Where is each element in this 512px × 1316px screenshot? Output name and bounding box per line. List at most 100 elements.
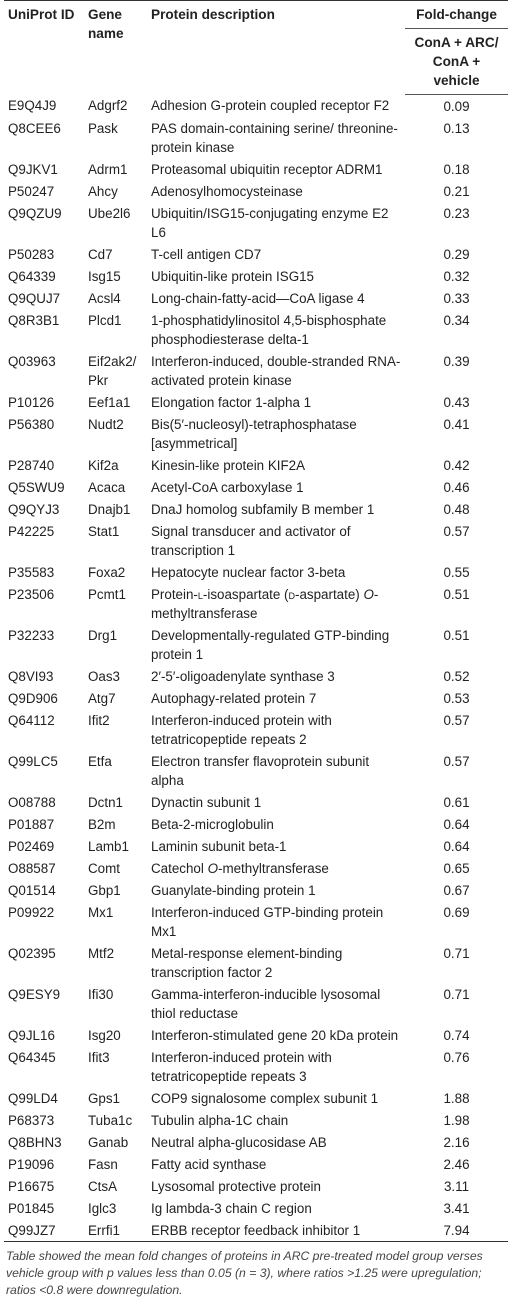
fold-change-cell: 0.13 [443,120,470,136]
gene-name-cell: Errfi1 [84,1219,147,1242]
uniprot-id-cell: P02469 [8,838,55,854]
fold-change-cell: 3.11 [443,1178,470,1194]
description-part: O [207,860,218,876]
table-row: P50283 Cd7 T-cell antigen CD7 0.29 [4,243,508,265]
gene-name-cell: Eef1a1 [88,394,131,410]
uniprot-id-cell: P19096 [8,1156,55,1172]
protein-description-cell: Interferon-induced protein with tetratri… [151,712,332,747]
fold-change-cell: 0.71 [443,945,470,961]
header-gene-name: Gene name [84,0,147,95]
table-row: Q8BHN3 Ganab Neutral alpha-glucosidase AB 2… [4,1131,508,1153]
fold-change-cell: 0.57 [443,712,470,728]
uniprot-id-cell: E9Q4J9 [8,98,57,113]
fold-change-cell: 1.88 [443,1090,470,1106]
gene-name-cell: Lamb1 [88,838,129,854]
table-row: P01845 Iglc3 Ig lambda-3 chain C region 3.4… [4,1197,508,1219]
uniprot-id-cell: P68373 [8,1112,55,1128]
gene-name-cell: Fasn [88,1156,118,1172]
fold-change-cell: 0.39 [443,353,470,369]
table-row: E9Q4J9 Adgrf2 Adhesion G-protein coupled r… [4,95,508,118]
table-row: Q99LD4 Gps1 COP9 signalosome complex subun… [4,1087,508,1109]
protein-description-cell: Neutral alpha-glucosidase AB [151,1134,327,1150]
table-row: O88587 Comt Catechol O-methyltransferase 0.… [4,857,508,879]
protein-description-cell: Autophagy-related protein 7 [151,690,317,706]
description-part: -aspartate) [295,586,364,602]
protein-description-cell: Laminin subunit beta-1 [151,838,287,854]
protein-description-cell: Signal transducer and activator of trans… [151,523,351,558]
uniprot-id-cell: Q02395 [8,945,56,961]
uniprot-id-cell: Q03963 [8,353,56,369]
fold-change-cell: 0.33 [443,290,470,306]
protein-description-cell: Ig lambda-3 chain C region [151,1200,312,1216]
protein-description-cell: ERBB receptor feedback inhibitor 1 [147,1219,405,1242]
fold-change-cell: 0.57 [443,523,470,539]
protein-description-cell: Interferon-induced protein with tetratri… [151,1049,332,1084]
gene-name-cell: Tuba1c [88,1112,133,1128]
uniprot-id-cell: P23506 [8,586,55,602]
gene-name-cell: Adrm1 [88,161,128,177]
table-row: Q99JZ7 Errfi1 ERBB receptor feedback inhib… [4,1219,508,1242]
fold-change-cell: 0.34 [443,312,470,328]
fold-change-cell: 0.71 [443,986,470,1002]
table-row: Q9QZU9 Ube2l6 Ubiquitin/ISG15-conjugating … [4,202,508,243]
table-row: O08788 Dctn1 Dynactin subunit 1 0.61 [4,791,508,813]
protein-description-cell: Gamma-interferon-inducible lysosomal thi… [151,986,381,1021]
uniprot-id-cell: P32233 [8,627,55,643]
uniprot-id-cell: Q99JZ7 [4,1219,84,1242]
protein-description-cell: Proteasomal ubiquitin receptor ADRM1 [151,161,383,177]
gene-name-cell: Acaca [88,479,126,495]
gene-name-cell: Eif2ak2/ Pkr [88,353,137,388]
gene-name-cell: Kif2a [88,457,119,473]
protein-description-cell: 1-phosphatidylinositol 4,5-bisphosphate … [151,312,387,347]
table-row: Q8VI93 Oas3 2′-5′-oligoadenylate synthase … [4,665,508,687]
fold-change-cell: 0.65 [443,860,470,876]
table-row: Q9QYJ3 Dnajb1 DnaJ homolog subfamily B mem… [4,498,508,520]
gene-name-cell: Gbp1 [88,882,121,898]
uniprot-id-cell: Q64339 [8,268,56,284]
table-row: Q02395 Mtf2 Metal-response element-binding… [4,942,508,983]
gene-name-cell: Etfa [88,753,112,769]
protein-description-cell: Elongation factor 1-alpha 1 [151,394,312,410]
table-row: P35583 Foxa2 Hepatocyte nuclear factor 3-b… [4,561,508,583]
gene-name-cell: Acsl4 [88,290,121,306]
fold-change-cell: 0.57 [443,753,470,769]
protein-description-cell: Fatty acid synthase [151,1156,267,1172]
description-part: O [363,586,374,602]
description-part: -methyltransferase [218,860,329,876]
gene-name-cell: Cd7 [88,246,113,262]
uniprot-id-cell: Q9QUJ7 [8,290,61,306]
uniprot-id-cell: Q01514 [8,882,56,898]
table-row: Q9QUJ7 Acsl4 Long-chain-fatty-acid—CoA lig… [4,287,508,309]
protein-description-cell: Interferon-induced, double-stranded RNA-… [151,353,401,388]
gene-name-cell: Foxa2 [88,564,126,580]
uniprot-id-cell: Q5SWU9 [8,479,65,495]
fold-change-cell: 2.46 [443,1156,470,1172]
table-header: UniProt ID Gene name Protein description… [4,0,508,95]
uniprot-id-cell: P01887 [8,816,55,832]
table-row: P42225 Stat1 Signal transducer and activat… [4,520,508,561]
gene-name-cell: Ifit2 [88,712,110,728]
header-protein-description: Protein description [147,0,405,95]
uniprot-id-cell: P10126 [8,394,55,410]
protein-description-cell: Protein-l-isoaspartate (d-aspartate) O-m… [147,583,405,624]
gene-name-cell: Pcmt1 [88,586,126,602]
table-row: P10126 Eef1a1 Elongation factor 1-alpha 1 0… [4,391,508,413]
table-row: P68373 Tuba1c Tubulin alpha-1C chain 1.98 [4,1109,508,1131]
protein-description-cell: Tubulin alpha-1C chain [151,1112,289,1128]
gene-name-cell: Atg7 [88,690,116,706]
uniprot-id-cell: Q8BHN3 [8,1134,62,1150]
uniprot-id-cell: P28740 [8,457,55,473]
table-body: E9Q4J9 Adgrf2 Adhesion G-protein coupled r… [4,95,508,1242]
uniprot-id-cell: P09922 [8,904,55,920]
protein-description-cell: Bis(5′-nucleosyl)-tetraphosphatase [asym… [151,416,357,451]
gene-name-cell: Comt [88,860,120,876]
protein-description-cell: T-cell antigen CD7 [151,246,262,262]
table-row: Q9JL16 Isg20 Interferon-stimulated gene 20… [4,1024,508,1046]
uniprot-id-cell: Q8R3B1 [8,312,60,328]
description-part: l [197,586,203,602]
description-part: -methyltransferase [151,586,379,621]
protein-description-cell: Ubiquitin-like protein ISG15 [151,268,315,284]
description-part: d [288,586,296,602]
fold-change-cell: 0.55 [443,564,470,580]
protein-description-cell: Catechol O-methyltransferase [147,857,405,879]
